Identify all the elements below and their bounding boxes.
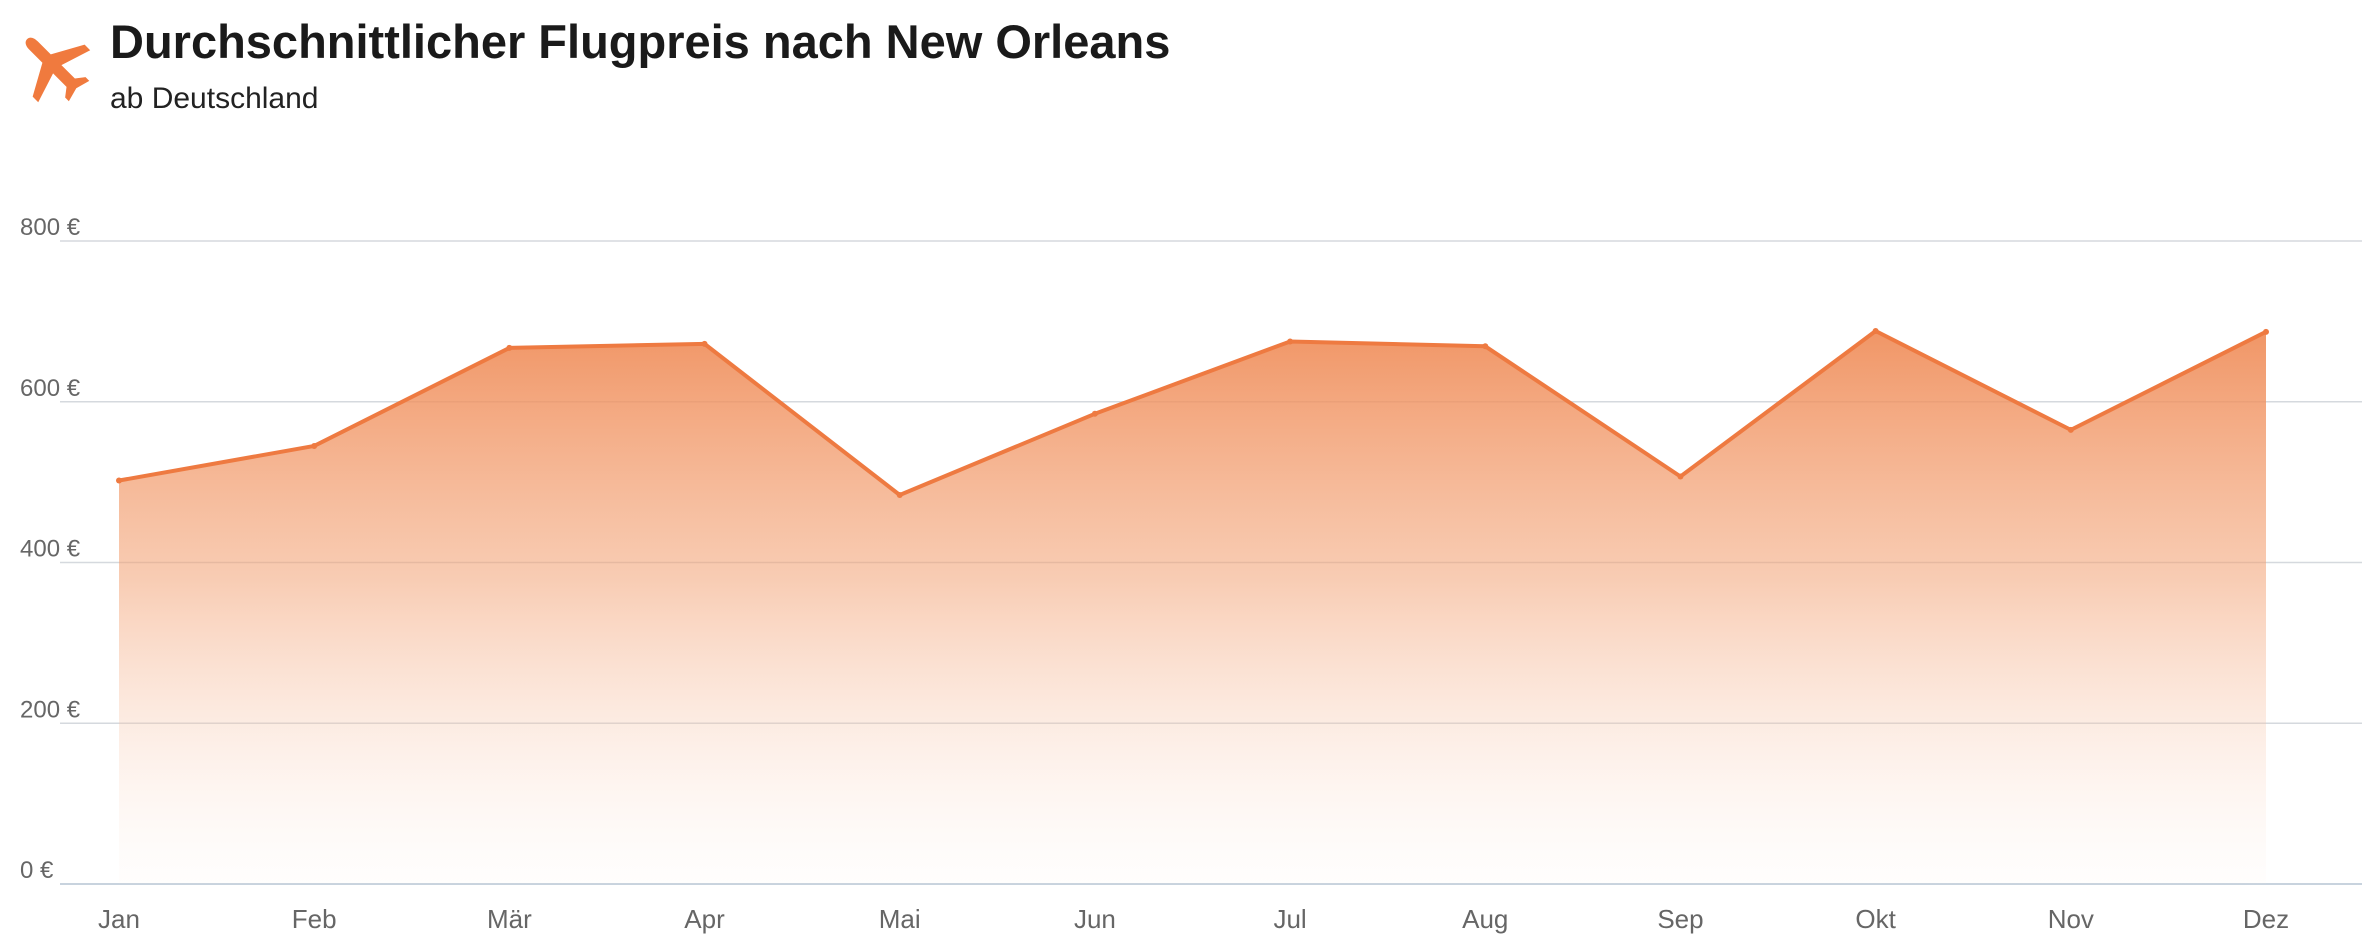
airplane-icon xyxy=(25,37,91,103)
area-fill xyxy=(119,331,2266,884)
data-point-aug[interactable] xyxy=(1482,343,1489,350)
x-tick-label: Dez xyxy=(2243,904,2289,934)
y-axis-ticks: 0 € 200 € 400 € 600 € 800 € xyxy=(20,214,81,884)
x-tick-label: Jul xyxy=(1273,904,1306,934)
series-line xyxy=(118,329,2267,497)
x-tick-label: Mai xyxy=(879,904,921,934)
y-tick-label: 0 € xyxy=(20,857,54,884)
x-tick-label: Jun xyxy=(1074,904,1116,934)
data-point-nov[interactable] xyxy=(2067,426,2074,433)
data-point-jan[interactable] xyxy=(116,477,122,484)
data-point-feb[interactable] xyxy=(311,442,318,449)
data-point-mär[interactable] xyxy=(506,344,513,351)
chart-subtitle: ab Deutschland xyxy=(110,82,319,115)
x-tick-label: Aug xyxy=(1462,904,1508,934)
x-tick-label: Jan xyxy=(98,904,140,934)
data-point-jul[interactable] xyxy=(1287,338,1294,345)
x-axis-ticks: Jan Feb Mär Apr Mai Jun Jul Aug Sep Okt Nov Dez xyxy=(98,904,2289,934)
x-tick-label: Nov xyxy=(2048,904,2094,934)
price-line xyxy=(116,328,2269,498)
data-point-sep[interactable] xyxy=(1677,473,1684,480)
y-tick-label: 600 € xyxy=(20,375,81,402)
x-tick-label: Sep xyxy=(1657,904,1703,934)
x-tick-label: Okt xyxy=(1855,904,1896,934)
y-tick-label: 200 € xyxy=(20,696,81,723)
x-tick-label: Mär xyxy=(487,904,532,934)
chart-header: Durchschnittlicher Flugpreis nach New Or… xyxy=(0,0,2376,140)
data-point-jun[interactable] xyxy=(1091,410,1098,417)
data-point-dez[interactable] xyxy=(2263,328,2269,335)
x-tick-label: Feb xyxy=(292,904,337,934)
y-tick-label: 800 € xyxy=(20,214,81,241)
chart-title: Durchschnittlicher Flugpreis nach New Or… xyxy=(110,15,1171,68)
x-tick-label: Apr xyxy=(684,904,725,934)
data-point-apr[interactable] xyxy=(701,340,708,347)
y-tick-label: 400 € xyxy=(20,536,81,563)
area-shape xyxy=(119,331,2266,884)
data-point-mai[interactable] xyxy=(896,491,903,498)
data-point-okt[interactable] xyxy=(1872,328,1879,335)
